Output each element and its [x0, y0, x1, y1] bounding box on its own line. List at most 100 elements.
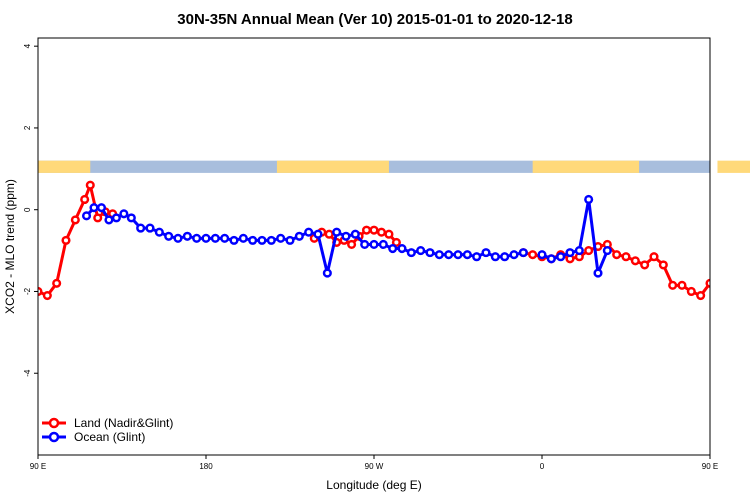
legend: Land (Nadir&Glint)Ocean (Glint) — [42, 416, 173, 444]
legend-item: Ocean (Glint) — [42, 430, 145, 444]
data-point — [360, 239, 370, 250]
data-point — [406, 248, 416, 258]
data-point — [248, 235, 258, 245]
data-point — [111, 213, 121, 223]
data-point — [229, 235, 239, 245]
data-point — [565, 248, 575, 258]
data-point — [173, 233, 183, 243]
data-point — [238, 233, 248, 243]
series-line — [732, 208, 750, 241]
y-axis-label: XCO2 - MLO trend (ppm) — [3, 179, 17, 314]
data-point — [546, 254, 556, 264]
data-point — [136, 223, 146, 233]
data-point — [210, 233, 220, 243]
data-point — [612, 250, 622, 260]
data-point — [425, 248, 435, 258]
data-point — [220, 233, 230, 243]
data-point — [537, 250, 547, 260]
data-point — [716, 237, 723, 244]
data-point — [658, 260, 668, 270]
data-point — [737, 204, 744, 211]
data-point — [313, 229, 323, 239]
series-ocean — [81, 194, 750, 278]
data-point — [257, 235, 267, 245]
x-tick-label: 0 — [540, 462, 545, 471]
data-point — [481, 248, 491, 258]
data-point — [52, 278, 62, 288]
series-line — [85, 206, 524, 275]
data-point — [686, 286, 696, 297]
data-point — [182, 231, 192, 241]
legend-label: Ocean (Glint) — [74, 430, 145, 444]
data-point — [416, 246, 426, 256]
data-point — [104, 215, 114, 225]
y-tick-label: -2 — [23, 287, 32, 295]
data-point — [347, 239, 357, 250]
series-line — [38, 183, 114, 298]
data-point — [341, 231, 351, 241]
data-point — [705, 278, 710, 288]
data-point — [621, 252, 631, 262]
data-point — [376, 227, 387, 237]
data-point — [725, 217, 732, 224]
x-tick-label: 90 E — [30, 462, 46, 471]
data-point — [294, 231, 304, 241]
x-tick-label: 90 E — [702, 462, 718, 471]
data-point — [630, 256, 640, 266]
data-point — [350, 229, 360, 239]
data-point — [500, 252, 510, 262]
data-point — [518, 248, 528, 258]
data-point — [276, 233, 286, 243]
data-point — [42, 291, 52, 301]
x-axis-label: Longitude (deg E) — [326, 478, 421, 492]
data-point — [584, 246, 594, 256]
x-tick-label: 90 W — [365, 462, 384, 471]
data-point — [668, 280, 678, 290]
land-band — [276, 160, 389, 173]
data-point — [729, 213, 736, 220]
data-point — [164, 231, 174, 241]
y-tick-label: -4 — [23, 369, 32, 377]
data-point — [649, 252, 659, 262]
data-point — [61, 235, 71, 245]
data-point — [574, 246, 584, 256]
data-point — [735, 196, 742, 203]
legend-marker — [48, 431, 60, 443]
data-point — [322, 268, 332, 278]
series-layer — [38, 180, 750, 301]
data-point — [285, 235, 295, 245]
land-ocean-strip — [38, 160, 750, 173]
data-point — [126, 213, 136, 223]
data-point — [434, 250, 444, 260]
data-point — [369, 225, 379, 235]
land-band — [38, 160, 91, 173]
data-point — [696, 291, 706, 301]
data-point — [528, 250, 538, 260]
land-band — [717, 160, 750, 173]
y-axis: 4 2 0 -2 -4 — [23, 43, 38, 377]
data-point — [266, 235, 276, 245]
series-line — [523, 242, 710, 298]
data-point — [384, 229, 394, 239]
data-point — [640, 260, 650, 270]
legend-label: Land (Nadir&Glint) — [74, 416, 173, 430]
data-point — [369, 239, 379, 250]
data-point — [81, 211, 92, 221]
data-point — [80, 194, 90, 205]
data-point — [453, 250, 463, 260]
data-point — [201, 233, 211, 243]
data-point — [119, 209, 129, 219]
data-point — [304, 227, 314, 237]
data-point — [96, 203, 107, 213]
data-point — [192, 233, 202, 243]
data-point — [145, 223, 155, 233]
data-point — [472, 252, 482, 262]
data-point — [388, 243, 398, 254]
land-band — [532, 160, 640, 173]
data-point — [378, 239, 388, 250]
data-point — [744, 182, 750, 189]
data-point — [462, 250, 472, 260]
data-point — [593, 268, 603, 278]
